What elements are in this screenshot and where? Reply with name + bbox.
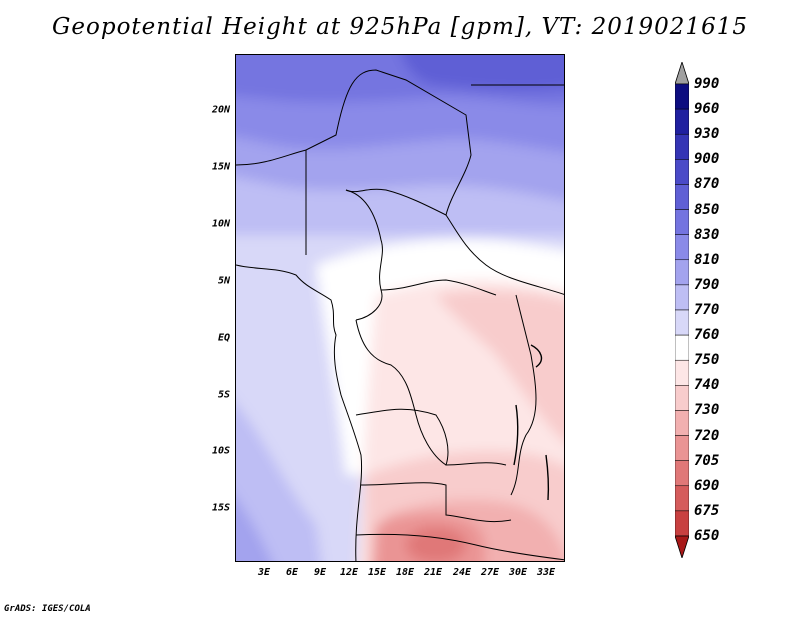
legend-cells bbox=[675, 62, 689, 558]
border-sahel bbox=[236, 69, 472, 216]
lon-label: 18E bbox=[395, 567, 415, 578]
legend-level-label: 810 bbox=[694, 251, 720, 268]
lon-label: 21E bbox=[423, 567, 443, 578]
legend-cell bbox=[675, 385, 689, 411]
legend-level-label: 770 bbox=[694, 302, 720, 318]
lat-label: 10N bbox=[211, 218, 230, 230]
lon-label: 9E bbox=[313, 567, 327, 578]
band-ocean-sw-deep bbox=[236, 498, 272, 561]
band-870 bbox=[401, 55, 564, 91]
lake-tanganyika bbox=[513, 404, 519, 466]
legend-level-label: 930 bbox=[694, 126, 720, 143]
lat-label: 10S bbox=[211, 445, 230, 457]
lakes bbox=[513, 344, 550, 501]
legend-cell bbox=[675, 359, 689, 386]
legend-level-label: 830 bbox=[694, 226, 720, 243]
legend-cell bbox=[675, 435, 689, 461]
border-angola-zambia bbox=[360, 482, 512, 523]
border-namibia bbox=[355, 533, 564, 561]
legend-level-label: 760 bbox=[694, 327, 720, 344]
border-angola-drc bbox=[355, 408, 507, 466]
legend-cell bbox=[675, 83, 689, 110]
lat-label: 5N bbox=[217, 275, 230, 287]
legend-level-label: 730 bbox=[694, 402, 720, 419]
lat-label: 15N bbox=[211, 161, 230, 173]
legend-cell bbox=[675, 133, 689, 160]
lat-label: EQ bbox=[217, 332, 230, 344]
legend-cell bbox=[675, 510, 689, 537]
legend-cell bbox=[675, 209, 689, 235]
lat-label: 15S bbox=[211, 502, 230, 514]
legend-level-label: 850 bbox=[694, 201, 720, 218]
lake-victoria bbox=[530, 344, 543, 368]
legend-cell bbox=[675, 410, 689, 436]
height-field bbox=[236, 55, 564, 561]
legend-cell-under bbox=[675, 535, 689, 558]
band-ocean-sw bbox=[236, 404, 322, 561]
map-svg bbox=[236, 55, 564, 561]
border-cameroon-chad bbox=[345, 189, 383, 321]
legend-level-label: 650 bbox=[694, 528, 720, 544]
border-sudan bbox=[445, 214, 564, 295]
legend-level-label: 690 bbox=[694, 477, 720, 494]
legend-level-label: 705 bbox=[694, 452, 720, 469]
border-great-lakes bbox=[510, 294, 537, 496]
border-congo bbox=[355, 319, 447, 466]
lon-label: 3E bbox=[257, 567, 271, 578]
lon-label: 12E bbox=[339, 567, 359, 578]
borders bbox=[236, 69, 564, 561]
lon-label: 24E bbox=[452, 567, 472, 578]
color-legend bbox=[675, 62, 689, 558]
lon-label: 15E bbox=[367, 567, 387, 578]
border-car-drc bbox=[380, 279, 497, 296]
lat-label: 5S bbox=[217, 389, 230, 401]
legend-level-label: 990 bbox=[694, 76, 720, 92]
legend-level-label: 740 bbox=[694, 377, 720, 394]
legend-level-label: 720 bbox=[694, 427, 720, 444]
lon-label: 33E bbox=[536, 567, 556, 578]
legend-cell bbox=[675, 184, 689, 210]
credit-text: GrADS: IGES/COLA bbox=[4, 604, 91, 614]
lake-malawi bbox=[545, 454, 550, 501]
legend-cell bbox=[675, 159, 689, 185]
lon-label: 30E bbox=[508, 567, 528, 578]
lon-label: 27E bbox=[480, 567, 500, 578]
legend-level-label: 960 bbox=[694, 101, 720, 118]
legend-cell bbox=[675, 460, 689, 487]
coastline-west bbox=[236, 264, 363, 561]
legend-cell bbox=[675, 259, 689, 286]
legend-cell bbox=[675, 284, 689, 311]
legend-level-label: 675 bbox=[694, 502, 720, 519]
lat-label: 20N bbox=[211, 104, 230, 116]
legend-cell bbox=[675, 309, 689, 336]
legend-cell bbox=[675, 108, 689, 135]
band-705 bbox=[406, 527, 466, 561]
legend-cell bbox=[675, 334, 689, 361]
legend-level-label: 790 bbox=[694, 276, 720, 293]
chart-title: Geopotential Height at 925hPa [gpm], VT:… bbox=[52, 14, 748, 40]
map-plot-area bbox=[235, 54, 565, 562]
legend-cell-over bbox=[675, 62, 689, 85]
band-740-east bbox=[436, 290, 564, 442]
legend-level-label: 750 bbox=[694, 352, 720, 369]
legend-level-label: 900 bbox=[694, 151, 720, 168]
legend-cell bbox=[675, 234, 689, 261]
legend-cell bbox=[675, 485, 689, 512]
lon-label: 6E bbox=[285, 567, 299, 578]
legend-level-label: 870 bbox=[694, 176, 720, 193]
